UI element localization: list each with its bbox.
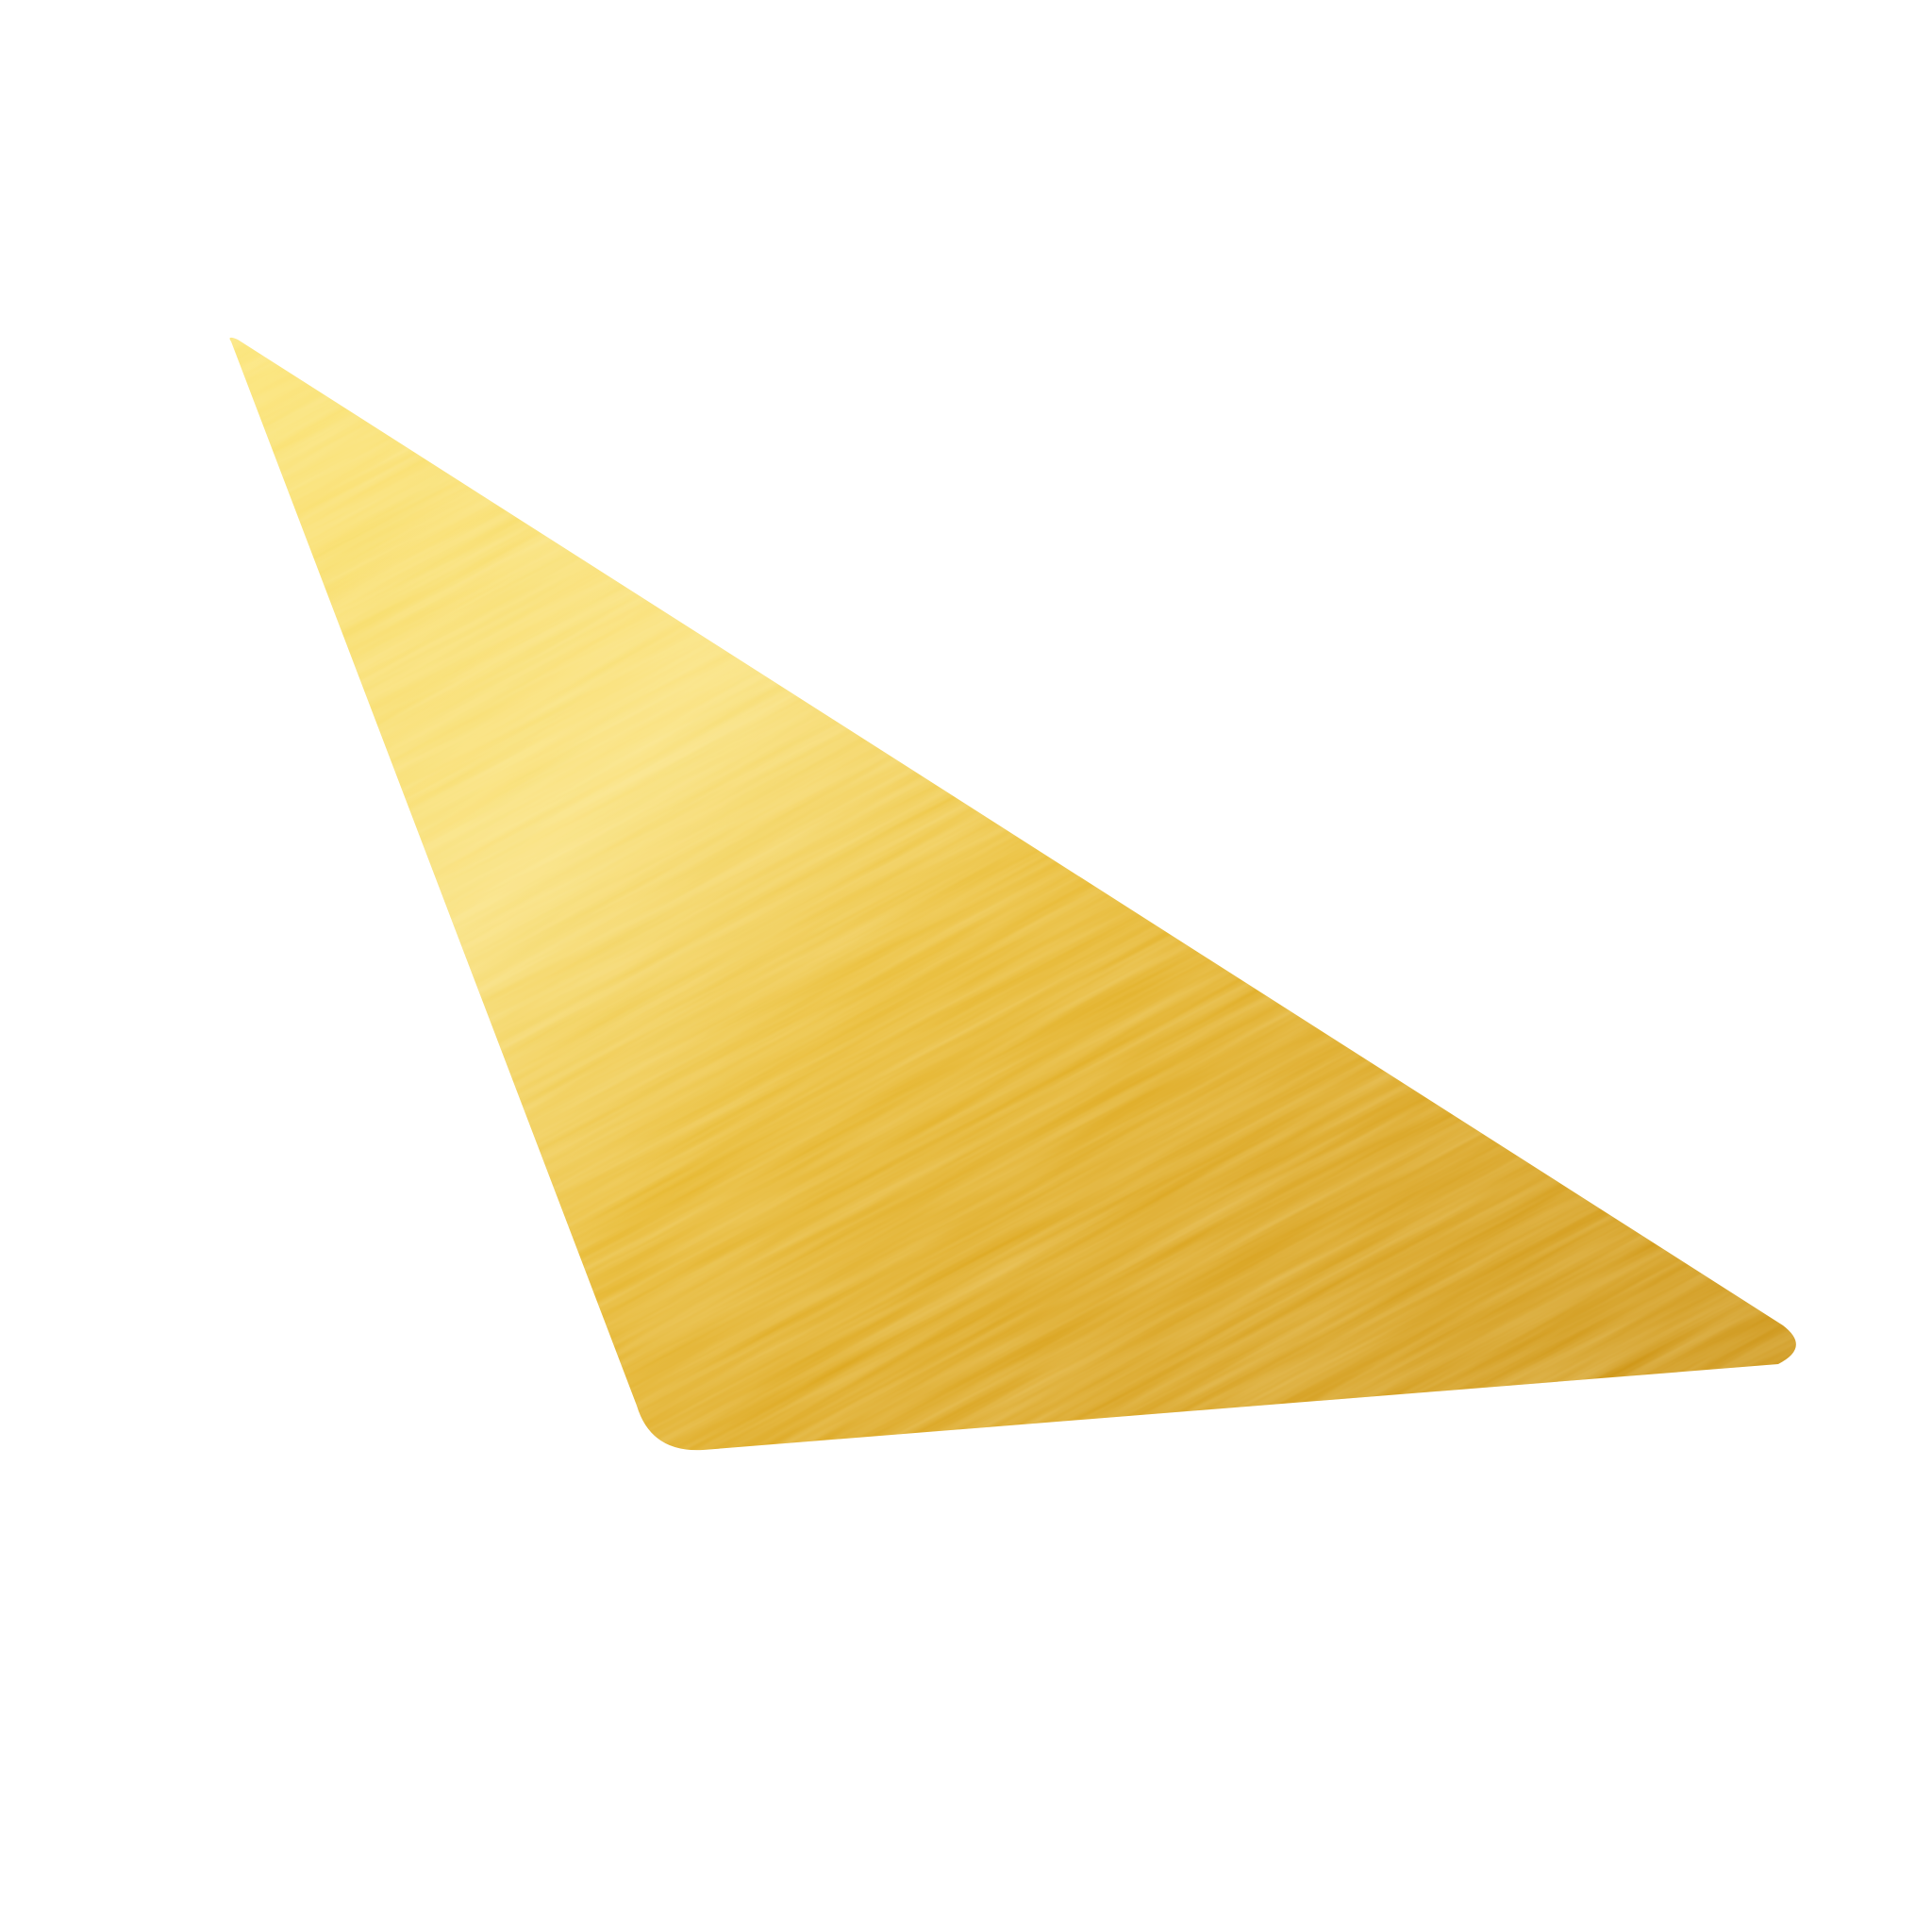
gold-triangle-shape bbox=[229, 337, 1796, 1451]
gold-triangle bbox=[229, 337, 1796, 1451]
canvas bbox=[229, 337, 1796, 1451]
gold-foil-texture bbox=[229, 337, 1796, 1451]
